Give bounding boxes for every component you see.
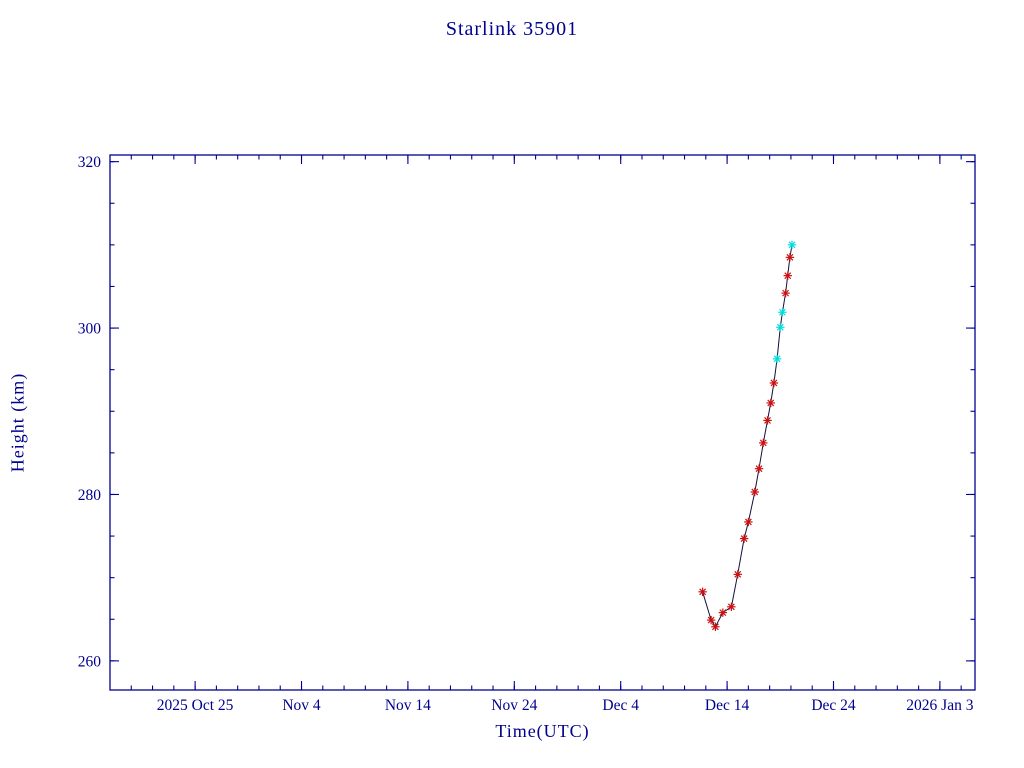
x-tick-label: Nov 24 [491,697,537,714]
data-point-red [733,570,742,579]
data-point-red [744,517,753,527]
data-point-red [754,464,764,473]
data-point-red [750,487,759,497]
data-point-cyan [772,354,782,364]
data-point-red [759,438,768,448]
x-tick-label: Dec 14 [705,697,750,714]
data-point-cyan [776,323,785,332]
x-tick-label: Nov 14 [385,697,431,714]
data-point-red [783,271,792,280]
data-point-red [698,587,707,597]
data-point-red [785,253,795,262]
data-point-red [766,398,775,408]
x-tick-label: 2026 Jan 3 [906,697,973,714]
data-point-red [739,534,749,543]
x-tick-label: 2025 Oct 25 [157,697,234,714]
x-tick-label: Dec 24 [811,697,856,714]
data-point-cyan [778,308,787,317]
y-tick-label: 320 [78,154,102,171]
y-tick-label: 300 [78,321,102,338]
plot-frame [109,154,976,691]
tick-labels: 2025 Oct 25 Nov 4 Nov 14 Nov 24 Dec 4 Dec 14 D… [78,154,974,714]
chart-title: Starlink 35901 [445,18,579,40]
x-tick-label: Dec 4 [602,697,639,714]
data-markers [698,240,797,631]
data-point-red [727,602,736,611]
data-point-red [718,608,728,617]
data-line [702,244,793,628]
y-tick-label: 280 [78,487,102,504]
data-point-red [711,622,720,631]
data-point-red [763,416,772,425]
data-point-red [769,378,779,388]
data-point-cyan [787,240,797,250]
x-tick-label: Nov 4 [282,697,321,714]
axis-ticks [110,155,975,690]
x-axis-label: Time(UTC) [495,721,590,741]
data-point-red [706,615,716,625]
data-point-red [781,288,790,298]
y-tick-label: 260 [78,653,102,670]
